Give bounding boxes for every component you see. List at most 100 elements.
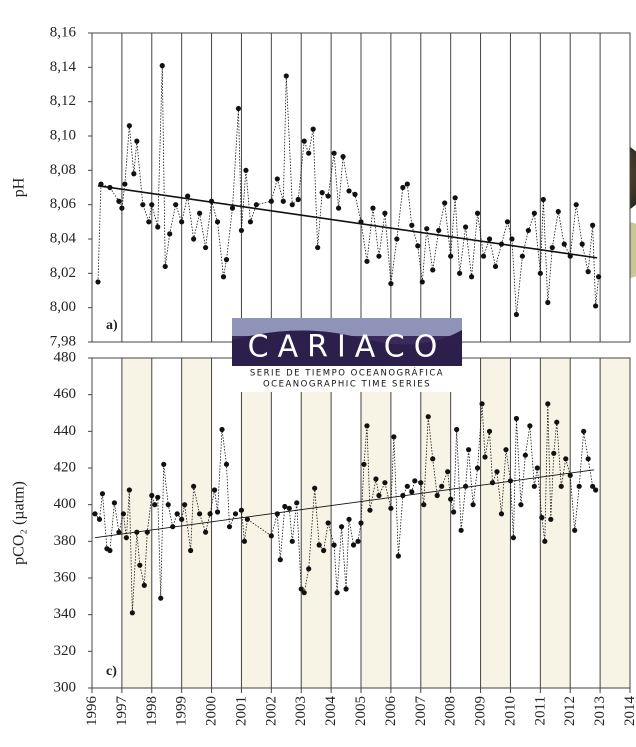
x-tick-label: 1997 [114, 696, 130, 727]
data-point [532, 211, 537, 216]
logo-title: CARIACO [248, 330, 447, 365]
data-point [158, 596, 163, 601]
data-point [173, 202, 178, 207]
data-point [563, 456, 568, 461]
y-tick-label: 8,02 [50, 265, 76, 281]
data-point [545, 401, 550, 406]
data-point [296, 197, 301, 202]
data-point [321, 548, 326, 553]
data-point [167, 231, 172, 236]
data-point [122, 181, 127, 186]
data-point [127, 123, 132, 128]
data-point [593, 487, 598, 492]
data-point [364, 423, 369, 428]
data-point [224, 462, 229, 467]
logo: CARIACO SERIE DE TIEMPO OCEANOGRÁFICA OC… [232, 318, 462, 392]
data-point [470, 502, 475, 507]
data-point [334, 590, 339, 595]
data-point [326, 193, 331, 198]
y-tick-label: 8,12 [50, 93, 76, 109]
data-point [538, 271, 543, 276]
band [182, 358, 212, 688]
data-point [152, 502, 157, 507]
data-point [290, 202, 295, 207]
data-point [306, 566, 311, 571]
data-point [130, 610, 135, 615]
data-point [212, 487, 217, 492]
data-point [505, 219, 510, 224]
data-point [239, 228, 244, 233]
annotation: c) [106, 664, 117, 679]
data-point [514, 312, 519, 317]
data-point [593, 303, 598, 308]
x-tick-label: 2007 [413, 696, 429, 727]
data-point [409, 223, 414, 228]
y-tick-label: 8,08 [50, 162, 76, 178]
y-tick-label: 460 [54, 386, 77, 402]
data-point [466, 447, 471, 452]
data-point [351, 542, 356, 547]
data-point [127, 487, 132, 492]
x-tick-label: 2011 [532, 696, 548, 725]
data-point [343, 586, 348, 591]
data-point [541, 197, 546, 202]
data-point [448, 497, 453, 502]
x-tick-label: 2010 [502, 696, 518, 726]
data-point [405, 484, 410, 489]
data-point [142, 583, 147, 588]
band [421, 358, 451, 688]
data-point [445, 469, 450, 474]
data-point [332, 542, 337, 547]
data-point [396, 553, 401, 558]
data-point [239, 508, 244, 513]
data-point [586, 269, 591, 274]
data-point [382, 480, 387, 485]
x-tick-label: 2006 [383, 696, 399, 727]
data-point [481, 254, 486, 259]
data-point [494, 469, 499, 474]
data-point [469, 274, 474, 279]
data-point [394, 236, 399, 241]
data-point [435, 493, 440, 498]
band [122, 358, 152, 688]
data-point [332, 151, 337, 156]
band [600, 358, 630, 688]
data-point [475, 211, 480, 216]
data-point [542, 539, 547, 544]
data-point [100, 491, 105, 496]
data-point [112, 500, 117, 505]
data-point [97, 517, 102, 522]
y-tick-label: 8,16 [50, 24, 77, 40]
data-point [302, 590, 307, 595]
data-point [207, 511, 212, 516]
data-point [562, 242, 567, 247]
data-point [160, 63, 165, 68]
data-point [514, 416, 519, 421]
data-point [116, 199, 121, 204]
data-point [197, 211, 202, 216]
y-tick-label: 8,14 [50, 59, 77, 75]
data-point [95, 279, 100, 284]
data-point [448, 254, 453, 259]
data-point [426, 414, 431, 419]
data-point [499, 511, 504, 516]
data-point [124, 535, 129, 540]
y-tick-label: 7,98 [50, 333, 76, 349]
data-point [175, 511, 180, 516]
data-point [92, 511, 97, 516]
data-point [391, 434, 396, 439]
data-point [526, 228, 531, 233]
data-point [203, 530, 208, 535]
data-point [339, 524, 344, 529]
x-tick-label: 2001 [233, 696, 249, 726]
data-point [197, 511, 202, 516]
data-point [140, 202, 145, 207]
data-point [233, 511, 238, 516]
data-point [479, 401, 484, 406]
y-axis-label: pCO₂ (µatm) [11, 481, 28, 565]
data-point [243, 168, 248, 173]
data-point [224, 257, 229, 262]
data-point [430, 456, 435, 461]
data-point [219, 427, 224, 432]
data-point [482, 454, 487, 459]
